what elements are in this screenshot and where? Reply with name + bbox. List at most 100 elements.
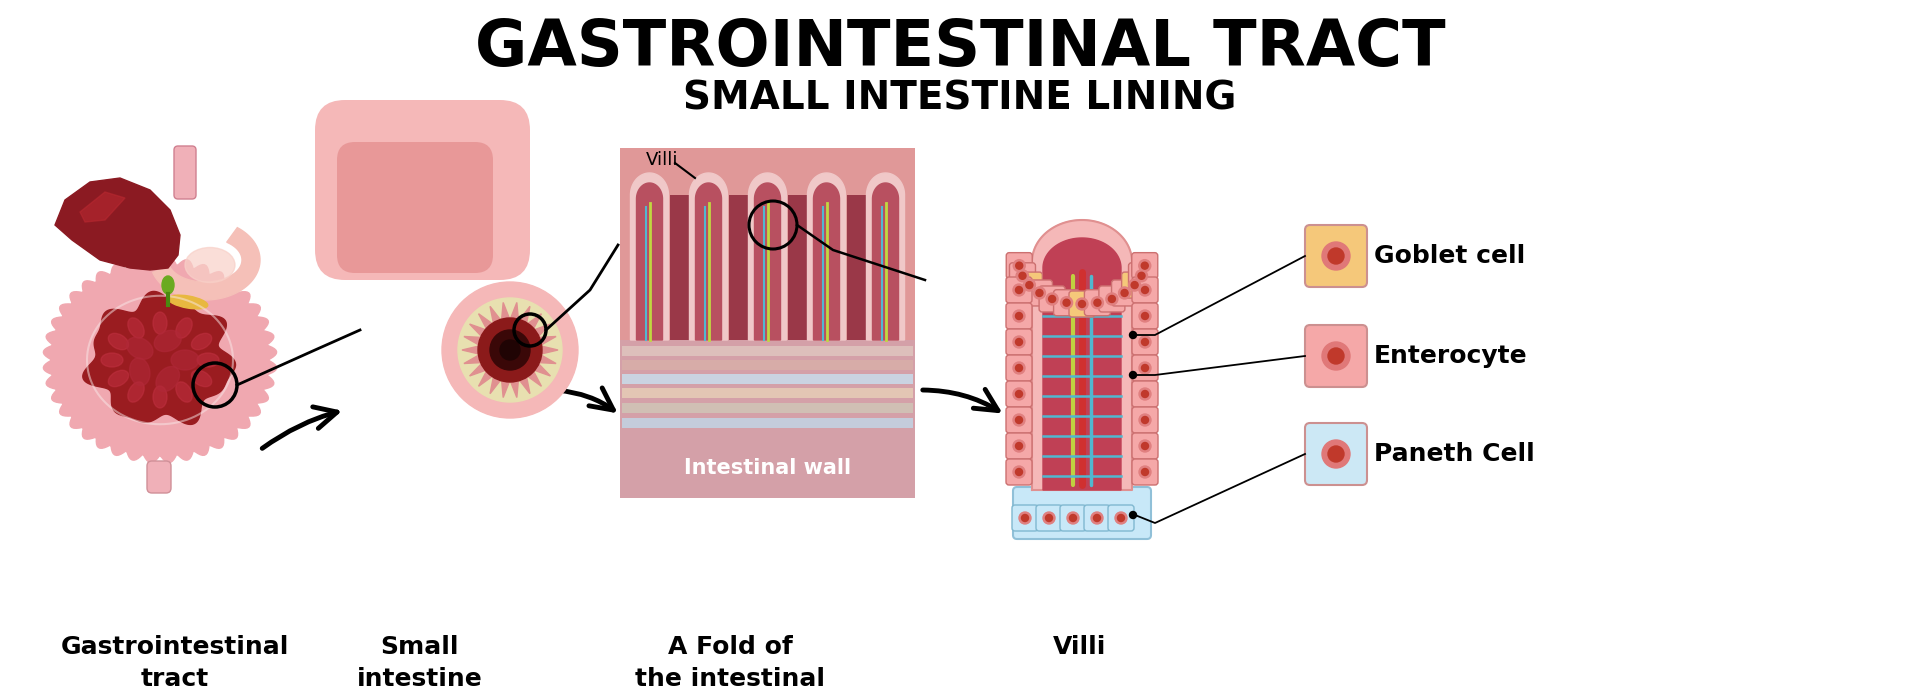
Circle shape: [1142, 339, 1148, 346]
Polygon shape: [478, 372, 492, 386]
Circle shape: [1142, 417, 1148, 424]
FancyBboxPatch shape: [728, 195, 747, 340]
Polygon shape: [630, 173, 668, 340]
Circle shape: [1079, 301, 1085, 307]
FancyBboxPatch shape: [1131, 253, 1158, 278]
Circle shape: [1068, 512, 1079, 524]
Circle shape: [1139, 362, 1150, 374]
Polygon shape: [689, 173, 728, 340]
FancyBboxPatch shape: [1006, 407, 1033, 433]
FancyBboxPatch shape: [338, 142, 493, 273]
FancyBboxPatch shape: [1133, 433, 1158, 459]
FancyBboxPatch shape: [1306, 325, 1367, 387]
Polygon shape: [637, 183, 662, 340]
Polygon shape: [540, 355, 557, 363]
Circle shape: [1014, 440, 1025, 452]
Ellipse shape: [154, 330, 180, 352]
Circle shape: [1323, 342, 1350, 370]
Circle shape: [1139, 284, 1150, 296]
FancyBboxPatch shape: [1060, 505, 1087, 531]
Polygon shape: [541, 346, 559, 354]
Ellipse shape: [198, 353, 219, 367]
FancyBboxPatch shape: [1027, 280, 1052, 306]
Ellipse shape: [177, 382, 192, 402]
Polygon shape: [872, 183, 899, 340]
Circle shape: [1016, 339, 1023, 346]
Polygon shape: [81, 192, 125, 222]
FancyBboxPatch shape: [622, 360, 914, 370]
Circle shape: [1014, 310, 1025, 322]
Circle shape: [1016, 468, 1023, 475]
FancyBboxPatch shape: [622, 388, 914, 398]
Ellipse shape: [169, 295, 207, 309]
Circle shape: [1139, 388, 1150, 400]
FancyBboxPatch shape: [1006, 253, 1033, 278]
FancyBboxPatch shape: [622, 403, 914, 413]
Circle shape: [1025, 281, 1033, 289]
FancyBboxPatch shape: [622, 418, 914, 428]
Circle shape: [1023, 279, 1035, 291]
Circle shape: [1016, 390, 1023, 397]
Text: Villi: Villi: [1054, 635, 1106, 659]
Circle shape: [1116, 512, 1127, 524]
Polygon shape: [470, 324, 486, 336]
Circle shape: [490, 330, 530, 370]
Circle shape: [1129, 372, 1137, 379]
Polygon shape: [501, 303, 509, 319]
Circle shape: [1020, 272, 1025, 279]
Text: Enterocyte: Enterocyte: [1375, 344, 1528, 368]
FancyBboxPatch shape: [1098, 286, 1125, 312]
Circle shape: [1139, 440, 1150, 452]
FancyBboxPatch shape: [1085, 290, 1110, 316]
FancyBboxPatch shape: [1006, 355, 1033, 381]
FancyBboxPatch shape: [1133, 303, 1158, 329]
Circle shape: [1329, 446, 1344, 462]
Circle shape: [1117, 515, 1125, 522]
Polygon shape: [511, 381, 518, 397]
Ellipse shape: [156, 366, 179, 392]
Polygon shape: [534, 324, 551, 336]
Circle shape: [1106, 293, 1117, 305]
Circle shape: [1323, 440, 1350, 468]
Polygon shape: [465, 355, 480, 363]
Circle shape: [1139, 272, 1144, 279]
Polygon shape: [478, 314, 492, 328]
FancyBboxPatch shape: [1006, 303, 1033, 329]
FancyBboxPatch shape: [1037, 505, 1062, 531]
FancyBboxPatch shape: [1039, 286, 1066, 312]
Ellipse shape: [129, 382, 144, 402]
FancyBboxPatch shape: [1129, 263, 1154, 289]
Circle shape: [1091, 296, 1104, 309]
FancyBboxPatch shape: [1112, 280, 1137, 306]
Polygon shape: [520, 306, 530, 323]
Circle shape: [1142, 442, 1148, 450]
Circle shape: [1016, 269, 1029, 282]
Ellipse shape: [161, 276, 175, 294]
FancyBboxPatch shape: [1006, 433, 1033, 459]
FancyBboxPatch shape: [620, 148, 916, 340]
Circle shape: [1139, 466, 1150, 478]
Ellipse shape: [192, 333, 211, 350]
FancyBboxPatch shape: [1010, 263, 1035, 289]
Polygon shape: [540, 337, 557, 345]
Circle shape: [1329, 248, 1344, 264]
FancyBboxPatch shape: [1014, 487, 1150, 539]
Polygon shape: [490, 306, 501, 323]
Polygon shape: [465, 337, 480, 345]
Circle shape: [1091, 512, 1102, 524]
Circle shape: [1064, 299, 1069, 306]
FancyBboxPatch shape: [1006, 329, 1033, 355]
Text: SMALL INTESTINE LINING: SMALL INTESTINE LINING: [684, 79, 1236, 117]
FancyBboxPatch shape: [1108, 505, 1135, 531]
Circle shape: [1108, 296, 1116, 303]
Circle shape: [1129, 332, 1137, 339]
Circle shape: [1142, 390, 1148, 397]
FancyBboxPatch shape: [148, 461, 171, 493]
Text: Small
intestine: Small intestine: [357, 635, 482, 690]
Circle shape: [1140, 262, 1148, 269]
Polygon shape: [695, 183, 722, 340]
FancyBboxPatch shape: [620, 148, 916, 498]
FancyBboxPatch shape: [1133, 355, 1158, 381]
Circle shape: [1014, 336, 1025, 348]
Circle shape: [1014, 284, 1025, 296]
